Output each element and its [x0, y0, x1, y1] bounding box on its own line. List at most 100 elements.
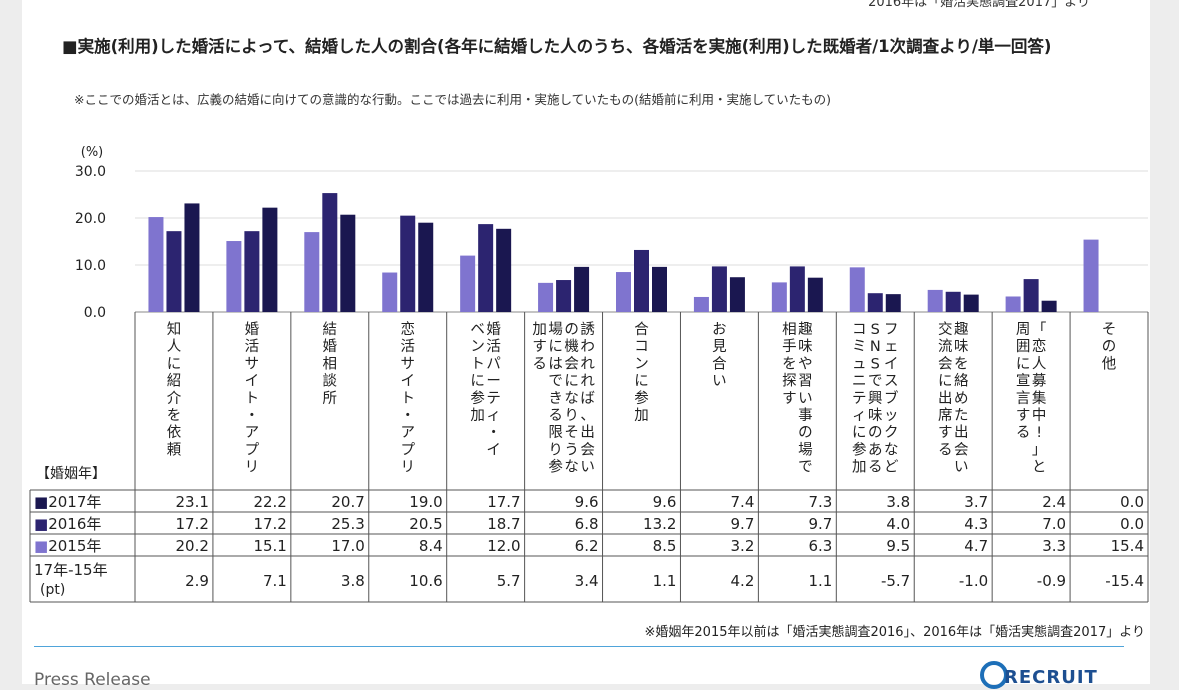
category-label-char: ト: [400, 391, 415, 407]
category-label-char: 集: [1032, 390, 1047, 407]
chart-title: ■実施(利用)した婚活によって、結婚した人の割合(各年に結婚した人のうち、各婚活…: [62, 37, 1052, 56]
category-label-char: な: [564, 459, 579, 476]
table-cell-value: 4.7: [964, 537, 988, 555]
category-label-char: イ: [486, 442, 501, 458]
category-label-char: 限: [548, 424, 563, 441]
bar: [1023, 279, 1039, 312]
category-label-char: の: [564, 322, 579, 338]
category-label-char: 参: [852, 441, 867, 458]
table-cell-value: 2.4: [1042, 493, 1066, 511]
category-label-char: い: [798, 391, 813, 407]
category-label-char: ・: [245, 408, 260, 424]
logo-wordmark: RECRUIT: [1004, 667, 1098, 688]
category-label-char: な: [884, 441, 899, 458]
category-label-char: ン: [634, 356, 649, 372]
category-label-char: ・: [486, 425, 501, 441]
category-label-char: お: [712, 321, 727, 338]
category-label-char: コ: [634, 339, 649, 355]
table-cell-value: 6.3: [808, 537, 832, 555]
category-label-char: 味: [954, 338, 969, 355]
category-label-char: を: [954, 355, 969, 372]
table-cell-value: 20.5: [409, 515, 442, 533]
bar: [340, 214, 356, 312]
table-cell-value: 15.1: [253, 537, 286, 555]
diff-cell-value: 4.2: [731, 572, 755, 590]
category-label-char: す: [532, 338, 547, 355]
table-cell-value: 19.0: [409, 493, 442, 511]
category-label-char: る: [548, 408, 563, 424]
bar: [652, 266, 667, 312]
category-label-char: い: [712, 374, 727, 390]
category-label-char: リ: [400, 460, 415, 476]
bar: [789, 266, 805, 312]
category-label-char: 事: [798, 407, 813, 424]
table-cell-value: 3.8: [886, 493, 910, 511]
diff-row-unit: (pt): [40, 582, 65, 598]
category-label-char: そ: [1102, 322, 1117, 338]
category-label-char: 囲: [1016, 339, 1031, 355]
category-label-char: の: [1102, 339, 1117, 355]
category-label-char: イ: [400, 374, 415, 390]
category-label-char: 募: [1032, 373, 1047, 390]
category-label-char: 依: [167, 424, 182, 441]
category-label-char: 、: [580, 408, 595, 424]
bar: [849, 267, 865, 312]
category-label-char: ア: [400, 425, 415, 441]
category-label-char: 出: [580, 424, 595, 441]
category-label-char: 席: [938, 407, 953, 424]
table-cell-value: 17.0: [331, 537, 364, 555]
bar: [226, 241, 242, 312]
category-label-char: ー: [486, 374, 501, 390]
category-label-char: 誘: [580, 321, 595, 338]
category-label-char: 紹: [167, 373, 182, 390]
category-label-char: 他: [1102, 355, 1117, 372]
category-label-char: 会: [954, 441, 969, 458]
category-label-char: 加: [532, 321, 547, 338]
category-label-char: 味: [868, 407, 883, 424]
table-cell-value: 4.3: [964, 515, 988, 533]
category-label-char: ク: [884, 424, 899, 441]
chart-subtitle: ※ここでの婚活とは、広義の結婚に向けての意識的な行動。ここでは過去に利用・実施し…: [74, 92, 831, 107]
table-cell-value: 3.2: [731, 537, 755, 555]
category-label-char: ッ: [884, 408, 899, 424]
bar: [244, 231, 260, 312]
category-label-char: 習: [798, 374, 813, 390]
header-source-cut: 2016年は「婚活実態調査2017」より: [868, 0, 1090, 10]
y-tick-label: 30.0: [75, 164, 106, 180]
category-label-char: 場: [798, 441, 813, 458]
bar: [1083, 239, 1099, 312]
category-label-char: 会: [564, 355, 579, 372]
category-label-char: 見: [712, 339, 727, 355]
category-label-char: 味: [798, 338, 813, 355]
press-release-label: Press Release: [34, 670, 151, 690]
category-label-char: 人: [1032, 355, 1047, 372]
category-label-char: 交: [938, 320, 953, 338]
y-tick-label: 10.0: [75, 258, 106, 274]
table-cell-value: 20.2: [176, 537, 209, 555]
category-label-char: プ: [245, 441, 260, 458]
table-cell-value: 18.7: [487, 515, 520, 533]
bar: [1005, 296, 1021, 312]
category-label-char: り: [564, 408, 579, 424]
table-cell-value: 9.5: [886, 537, 910, 555]
legend-header: 【婚姻年】: [36, 466, 106, 482]
category-label-char: 会: [580, 441, 595, 458]
diff-cell-value: 3.8: [341, 572, 365, 590]
category-label-char: に: [852, 425, 867, 441]
bar: [418, 222, 434, 312]
diff-cell-value: -15.4: [1105, 572, 1144, 590]
category-label-char: で: [548, 374, 563, 390]
category-label-char: 談: [323, 373, 338, 390]
category-label-char: ン: [470, 339, 485, 355]
bar: [478, 224, 494, 312]
table-cell-value: 7.0: [1042, 515, 1066, 533]
category-label-char: 相: [323, 355, 338, 372]
bar: [262, 207, 278, 312]
category-label-char: 頼: [167, 441, 182, 458]
bar: [382, 272, 398, 312]
table-cell-value: 9.7: [731, 515, 755, 533]
category-label-char: パ: [486, 355, 501, 372]
diff-cell-value: 1.1: [653, 572, 677, 590]
table-cell-value: 25.3: [331, 515, 364, 533]
category-label-char: 合: [712, 355, 727, 372]
